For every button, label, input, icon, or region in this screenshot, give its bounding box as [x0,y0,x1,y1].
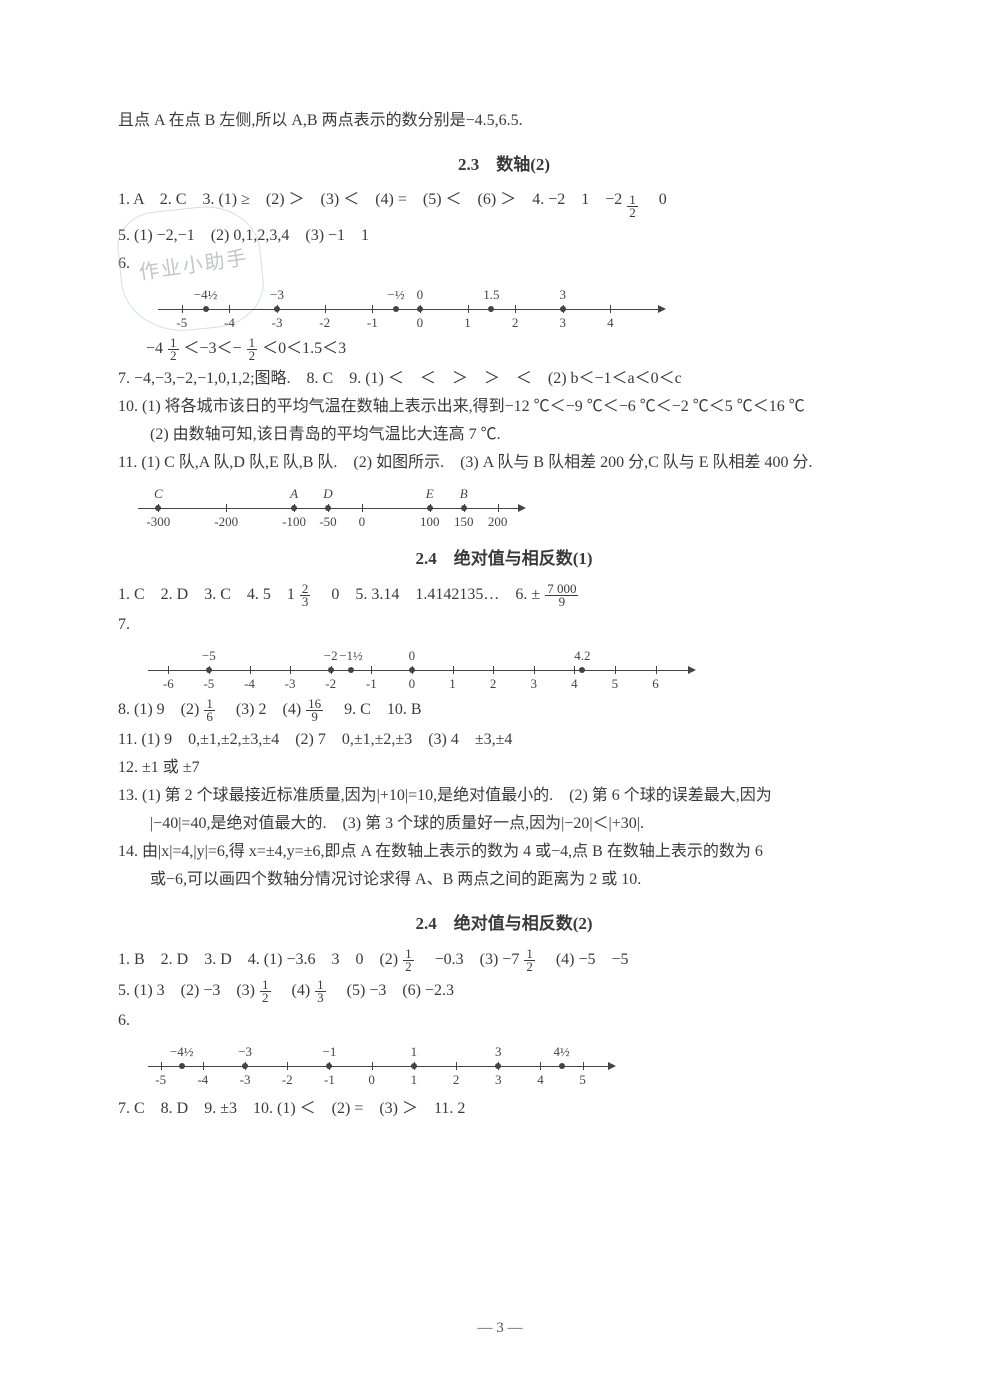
s2-line3: 8. (1) 9 (2) 16 (3) 2 (4) 169 9. C 10. B [118,698,890,723]
text: −4 [146,340,163,357]
s3-line3: 6. [118,1010,890,1032]
fraction: 16 [204,698,215,723]
page-number: — 3 — [0,1320,1000,1337]
text: ＜0＜1.5＜3 [262,340,346,357]
text: 10. (1) 将各城市该日的平均气温在数轴上表示出来,得到−12 ℃＜−9 ℃… [118,396,805,418]
s3-line1: 1. B 2. D 3. D 4. (1) −3.6 3 0 (2) 12 −0… [118,948,890,973]
s2-line6b: |−40|=40,是绝对值最大的. (3) 第 3 个球的质量好一点,因为|−2… [118,813,890,835]
text: −0.3 (3) −7 [419,951,520,968]
s2-line7b: 或−6,可以画四个数轴分情况讨论求得 A、B 两点之间的距离为 2 或 10. [118,869,890,891]
s1-line3: 6. [118,253,890,275]
fraction: 12 [168,337,179,362]
s2-line7: 14. 由|x|=4,|y|=6,得 x=±4,y=±6,即点 A 在数轴上表示… [118,841,890,863]
s2-line2: 7. [118,614,890,636]
text: (4) −5 −5 [540,951,629,968]
text: 8. (1) 9 (2) [118,701,203,718]
text: (5) −3 (6) −2.3 [331,982,454,999]
number-line-4: -5-4-3-2-1012345−4½−3−1134½ [148,1040,628,1090]
fraction: 23 [300,583,311,608]
fraction: 12 [403,948,414,973]
fraction: 13 [315,979,326,1004]
s2-line4: 11. (1) 9 0,±1,±2,±3,±4 (2) 7 0,±1,±2,±3… [118,729,890,751]
fraction: 12 [247,337,258,362]
s3-line4: 7. C 8. D 9. ±3 10. (1) ＜ (2) = (3) ＞ 11… [118,1098,890,1120]
text: (3) 2 (4) [220,701,305,718]
text: 0 [643,191,667,208]
s1-line5: 7. −4,−3,−2,−1,0,1,2;图略. 8. C 9. (1) ＜ ＜… [118,368,890,390]
text: 0 5. 3.14 1.4142135… 6. ± [315,586,540,603]
mixed-fraction: 12 [626,194,639,219]
s1-line4: −4 12 ＜−3＜− 12 ＜0＜1.5＜3 [146,337,890,362]
number-line-1: -5-4-3-2-101234−4½−3−½01.53 [158,283,678,333]
section-title-2-4-2: 2.4 绝对值与相反数(2) [118,909,890,934]
text: 1. B 2. D 3. D 4. (1) −3.6 3 0 (2) [118,951,402,968]
fraction: 12 [524,948,535,973]
document-page: 作业小助手 且点 A 在点 B 左侧,所以 A,B 两点表示的数分别是−4.5,… [0,0,1000,1397]
number-line-3: -6-5-4-3-2-10123456−5−2−1½04.2 [148,644,708,694]
fraction: 7 0009 [545,583,578,608]
text: 11. (1) C 队,A 队,D 队,E 队,B 队. (2) 如图所示. (… [118,454,813,471]
text: 7. −4,−3,−2,−1,0,1,2;图略. 8. C 9. (1) ＜ ＜… [118,370,682,387]
text: (4) [276,982,315,999]
s2-line1: 1. C 2. D 3. C 4. 5 1 23 0 5. 3.14 1.414… [118,583,890,608]
text: 1. A 2. C 3. (1) ≥ (2) ＞ (3) ＜ (4) = (5)… [118,191,622,208]
s1-line2: 5. (1) −2,−1 (2) 0,1,2,3,4 (3) −1 1 [118,225,890,247]
s1-line6: 10. (1) 将各城市该日的平均气温在数轴上表示出来,得到−12 ℃＜−9 ℃… [118,396,890,418]
text: ＜−3＜− [184,340,242,357]
number-line-2: -300-200-100-500100150200CADEB [138,482,538,526]
text: 1. C 2. D 3. C 4. 5 1 [118,586,295,603]
s2-line6: 13. (1) 第 2 个球最接近标准质量,因为|+10|=10,是绝对值最小的… [118,785,890,807]
top-context-line: 且点 A 在点 B 左侧,所以 A,B 两点表示的数分别是−4.5,6.5. [118,110,890,132]
fraction: 169 [306,698,323,723]
section-title-2-4-1: 2.4 绝对值与相反数(1) [118,544,890,569]
s1-line6b: (2) 由数轴可知,该日青岛的平均气温比大连高 7 ℃. [118,424,890,446]
s3-line2: 5. (1) 3 (2) −3 (3) 12 (4) 13 (5) −3 (6)… [118,979,890,1004]
s1-line1: 1. A 2. C 3. (1) ≥ (2) ＞ (3) ＜ (4) = (5)… [118,189,890,219]
s1-line7: 11. (1) C 队,A 队,D 队,E 队,B 队. (2) 如图所示. (… [118,452,890,474]
section-title-2-3: 2.3 数轴(2) [118,150,890,175]
s2-line5: 12. ±1 或 ±7 [118,757,890,779]
text: 9. C 10. B [328,701,421,718]
fraction: 12 [260,979,271,1004]
text: 5. (1) 3 (2) −3 (3) [118,982,259,999]
